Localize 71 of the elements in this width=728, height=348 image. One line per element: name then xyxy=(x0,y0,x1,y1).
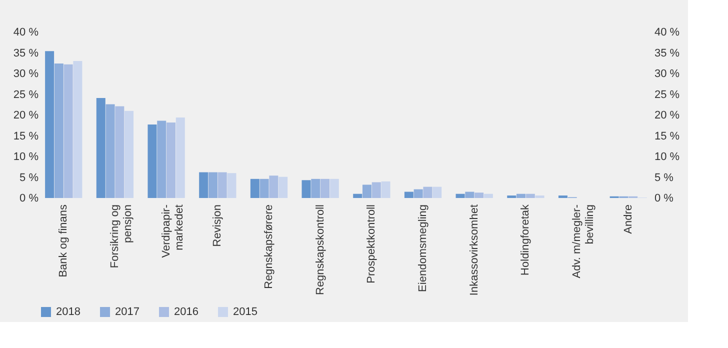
x-tick-label: Eiendomsmegling xyxy=(417,204,430,292)
bar xyxy=(106,104,115,198)
x-tick-label: Holdingforetak xyxy=(520,204,532,276)
x-tick-label: Bank og finans xyxy=(58,204,70,278)
bar xyxy=(362,184,372,198)
bar xyxy=(465,192,474,198)
y-tick-label: 10 % xyxy=(13,151,39,163)
y2-tick-label: 10 % xyxy=(654,151,680,163)
x-tick-label: Regnskapsførere xyxy=(262,204,275,289)
y2-tick-label: 40 % xyxy=(654,26,680,38)
bar xyxy=(250,178,260,198)
bar xyxy=(96,98,106,198)
bar xyxy=(269,176,278,198)
legend-label: 2018 xyxy=(56,306,80,318)
bar xyxy=(148,124,157,198)
bar xyxy=(432,186,442,198)
bar xyxy=(124,110,134,198)
bar xyxy=(423,186,432,198)
bar xyxy=(208,172,218,198)
y2-tick-label: 20 % xyxy=(654,110,680,122)
bar xyxy=(64,64,73,198)
bar xyxy=(260,178,269,198)
x-tick-label: Regnskapskontroll xyxy=(314,204,326,295)
bar xyxy=(381,181,390,198)
y-tick-label: 25 % xyxy=(13,88,39,101)
bar xyxy=(330,178,339,198)
bar xyxy=(484,194,493,198)
x-tick-label: Prospektkontroll xyxy=(366,204,378,284)
bar xyxy=(166,122,176,198)
bar xyxy=(372,182,381,198)
bar xyxy=(414,189,423,198)
y-tick-label: 30 % xyxy=(13,68,39,80)
y-tick-label: 20 % xyxy=(13,110,39,122)
y-tick-label: 40 % xyxy=(13,26,39,38)
bar xyxy=(278,176,288,198)
bar xyxy=(73,61,82,198)
y-tick-label: 15 % xyxy=(13,130,39,142)
y2-tick-label: 25 % xyxy=(654,88,680,101)
legend-label: 2016 xyxy=(174,306,198,318)
bar xyxy=(218,172,227,198)
bar xyxy=(474,192,484,198)
legend-label: 2015 xyxy=(233,306,258,318)
bar xyxy=(320,178,330,198)
bar xyxy=(526,194,535,198)
y-tick-label: 35 % xyxy=(13,47,39,60)
bar xyxy=(404,192,414,198)
x-tick-label: Forsikring og pensjon xyxy=(108,204,134,268)
y2-tick-label: 5 % xyxy=(654,172,674,184)
bar xyxy=(199,172,208,198)
y-tick-label: 0 % xyxy=(20,192,39,204)
x-tick-label: Adv. m/megler- bevilling xyxy=(571,204,596,278)
bar xyxy=(353,194,362,198)
x-tick-label: Revisjon xyxy=(212,204,224,247)
legend-label: 2017 xyxy=(115,306,140,318)
bar xyxy=(456,194,465,198)
bar xyxy=(115,106,124,198)
x-tick-label: Andre xyxy=(622,204,634,234)
bar xyxy=(157,120,166,198)
x-tick-label: Inkassovirksomhet xyxy=(468,204,480,296)
y2-tick-label: 0 % xyxy=(654,192,674,204)
y2-tick-label: 30 % xyxy=(654,68,680,80)
y-tick-label: 5 % xyxy=(20,172,39,184)
bar xyxy=(516,194,526,198)
bar xyxy=(302,180,311,198)
y2-tick-label: 15 % xyxy=(654,130,680,142)
bar xyxy=(176,117,185,198)
bar xyxy=(227,173,236,198)
bar xyxy=(311,178,320,198)
bar xyxy=(54,64,64,198)
y2-tick-label: 35 % xyxy=(654,47,680,60)
bar xyxy=(45,51,54,198)
